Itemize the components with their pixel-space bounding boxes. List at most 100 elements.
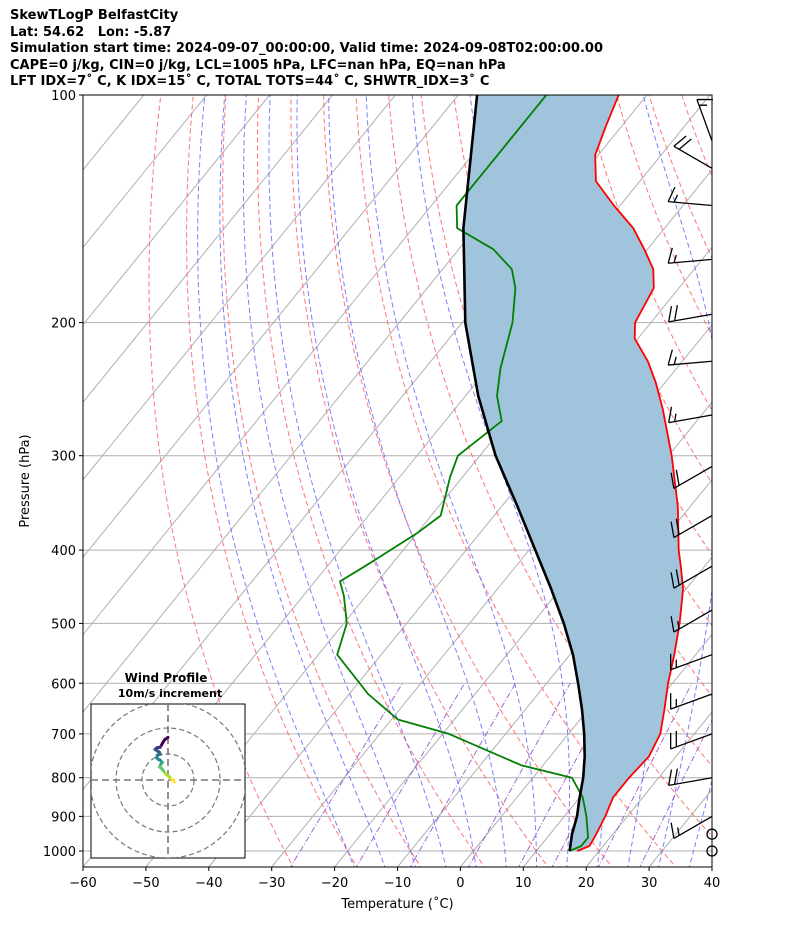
temperature-line <box>576 95 684 852</box>
sounding-traces <box>336 95 684 852</box>
y-tick-label: 400 <box>51 544 76 559</box>
wind-barb <box>668 768 713 786</box>
wind-barb <box>696 98 713 142</box>
x-tick-label: −10 <box>384 876 411 891</box>
mixing-ratio-line <box>597 683 693 867</box>
x-tick-label: −50 <box>132 876 159 891</box>
sounding-header: SkewTLogP BelfastCity Lat: 54.62 Lon: -5… <box>10 8 603 91</box>
wind-barb <box>670 465 713 490</box>
barb-feather <box>670 616 675 633</box>
isotherm-line <box>145 169 712 867</box>
barb-feather <box>668 769 673 786</box>
moist-adiabat <box>219 95 386 867</box>
barb-staff <box>670 693 713 710</box>
dry-adiabat <box>148 95 294 867</box>
barb-feather <box>675 518 680 535</box>
moist-adiabat <box>197 95 355 867</box>
mixing-ratio-line <box>409 683 516 867</box>
barb-feather <box>667 247 673 264</box>
barb-half-feather <box>677 827 680 836</box>
barb-feather <box>673 135 687 147</box>
wind-barb <box>667 349 713 366</box>
barb-staff <box>673 815 713 839</box>
barb-half-feather <box>673 413 677 422</box>
x-tick-label: 10 <box>515 876 532 891</box>
isotherm-line <box>585 711 712 867</box>
dry-adiabat <box>290 95 549 867</box>
barb-staff <box>668 414 713 424</box>
y-tick-label: 900 <box>51 810 76 825</box>
barb-feather <box>673 768 679 785</box>
moist-adiabat <box>688 778 712 867</box>
barb-feather <box>673 304 679 321</box>
barb-feather <box>675 569 680 586</box>
barb-half-feather <box>677 621 680 630</box>
inset-title: Wind Profile <box>125 671 208 685</box>
mixing-ratio-line <box>355 683 466 867</box>
barb-staff <box>673 145 713 169</box>
y-tick-label: 600 <box>51 677 76 692</box>
x-tick-label: −30 <box>258 876 285 891</box>
isotherm-line <box>83 95 396 481</box>
time-line: Simulation start time: 2024-09-07_00:00:… <box>10 41 603 57</box>
parcel-line <box>462 95 586 852</box>
dry-adiabat <box>550 95 712 485</box>
wind-barb <box>670 514 713 539</box>
wind-barb <box>670 565 713 589</box>
dry-adiabat <box>740 78 794 870</box>
moist-adiabat <box>328 95 507 867</box>
barb-feather <box>667 186 676 202</box>
calm-wind-circle <box>706 828 718 840</box>
barb-staff <box>668 200 713 207</box>
barb-staff <box>668 313 713 323</box>
dry-adiabat <box>388 95 712 838</box>
y-tick-label: 100 <box>51 89 76 104</box>
barb-staff <box>668 360 713 366</box>
barb-feather <box>678 138 692 150</box>
dry-adiabat <box>773 78 794 870</box>
y-tick-label: 500 <box>51 617 76 632</box>
isotherm-line <box>397 478 712 867</box>
barb-half-feather <box>673 356 677 365</box>
barb-staff <box>673 565 713 589</box>
wind-profile-inset: Wind Profile 10m/s increment <box>90 671 246 859</box>
wind-barb <box>670 653 713 671</box>
y-tick-label: 1000 <box>43 845 76 860</box>
moist-adiabat <box>365 95 538 867</box>
barb-feather <box>675 469 680 486</box>
hodograph-segment <box>163 735 170 741</box>
wind-barb <box>668 304 713 323</box>
calm-wind-circle <box>706 845 718 857</box>
y-tick-label: 300 <box>51 450 76 465</box>
barb-half-feather <box>673 194 679 203</box>
wind-barb <box>668 406 713 424</box>
moist-adiabat <box>243 95 417 867</box>
barb-staff <box>673 465 713 490</box>
isotherm-line <box>83 95 270 326</box>
barb-feather <box>670 472 675 489</box>
moist-adiabat <box>296 95 477 867</box>
barb-feather <box>668 306 673 323</box>
isotherm-line <box>83 95 459 558</box>
moist-adiabat <box>720 95 794 870</box>
indices-line: LFT IDX=7˚ C, K IDX=15˚ C, TOTAL TOTS=44… <box>10 74 490 90</box>
station-title: SkewTLogP BelfastCity <box>10 8 179 23</box>
dry-adiabat <box>355 95 677 867</box>
barb-staff <box>670 654 713 671</box>
x-tick-label: −40 <box>195 876 222 891</box>
barb-feather <box>668 406 673 423</box>
isotherm-line <box>83 95 333 404</box>
wind-barbs <box>667 98 718 857</box>
barb-staff <box>696 99 713 142</box>
barb-staff <box>670 733 713 750</box>
x-tick-label: −20 <box>321 876 348 891</box>
axes: −60 −50 −40 −30 −20 −10 0 10 20 30 40 1000 900 800 700… <box>18 89 720 912</box>
x-tick-label: −60 <box>69 876 96 891</box>
wind-barb <box>670 609 713 633</box>
isotherm-line <box>83 95 522 636</box>
moist-adiabat <box>411 95 570 867</box>
dry-adiabat <box>186 95 358 867</box>
y-tick-label: 200 <box>51 317 76 332</box>
inset-subtitle: 10m/s increment <box>118 687 222 700</box>
